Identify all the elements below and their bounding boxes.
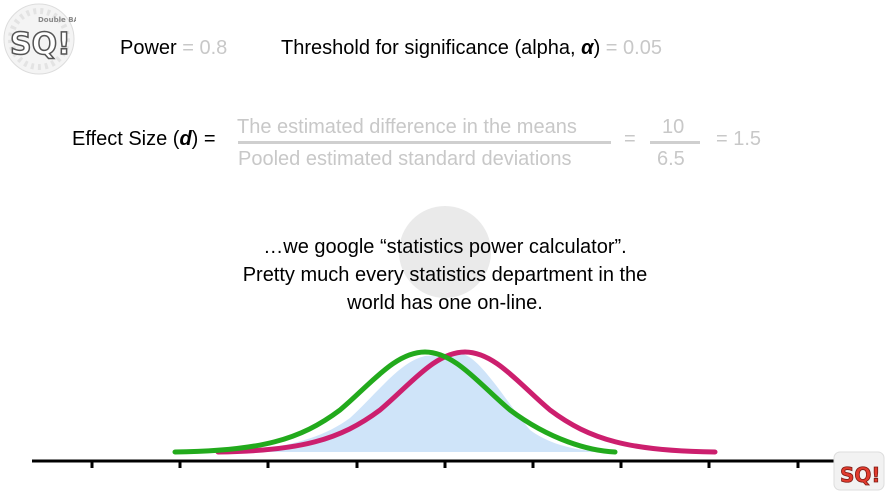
- threshold-label: Threshold for significance (alpha,: [281, 37, 582, 59]
- effect-size-result: = 1.5: [716, 128, 762, 150]
- threshold-row: Threshold for significance (alpha, α) = …: [281, 37, 662, 60]
- caption-line-1: …we google “statistics power calculator”…: [263, 236, 627, 258]
- fraction-line: [238, 141, 611, 144]
- x-axis-ticks: [90, 461, 800, 468]
- logo-text: SQ!: [10, 27, 71, 62]
- effect-size-label: Effect Size (d) =: [72, 128, 216, 151]
- d-symbol: d: [179, 128, 192, 150]
- magenta-distribution-curve: [215, 349, 718, 455]
- value-fraction-line: [650, 141, 700, 144]
- effect-size-label-post: ) =: [191, 128, 216, 150]
- alpha-symbol: α: [581, 37, 594, 59]
- numerator-value: 10: [662, 116, 685, 138]
- equals-sign: =: [624, 128, 636, 150]
- play-button[interactable]: [399, 206, 491, 298]
- denominator-text: Pooled estimated standard deviations: [238, 148, 572, 170]
- power-value: = 0.8: [182, 37, 228, 59]
- threshold-label-close: ): [593, 37, 601, 59]
- effect-size-label-pre: Effect Size (: [72, 128, 180, 150]
- denominator-value: 6.5: [657, 148, 685, 170]
- logo-small-text: SQ!: [840, 463, 881, 487]
- caption-line-3: world has one on-line.: [347, 292, 543, 314]
- caption: …we google “statistics power calculator”…: [180, 233, 710, 317]
- power-row: Power = 0.8: [120, 37, 227, 60]
- numerator-text: The estimated difference in the means: [237, 116, 577, 138]
- statquest-logo: SQ! Double BAM!!: [3, 3, 76, 75]
- overlap-fill: [215, 353, 620, 452]
- caption-line-2: Pretty much every statistics department …: [242, 264, 648, 286]
- green-distribution-curve: [172, 349, 618, 455]
- threshold-value: = 0.05: [605, 37, 662, 59]
- statquest-logo-small: SQ!: [833, 451, 885, 491]
- logo-top-text: Double BAM!!: [38, 16, 76, 24]
- power-label: Power: [120, 37, 177, 59]
